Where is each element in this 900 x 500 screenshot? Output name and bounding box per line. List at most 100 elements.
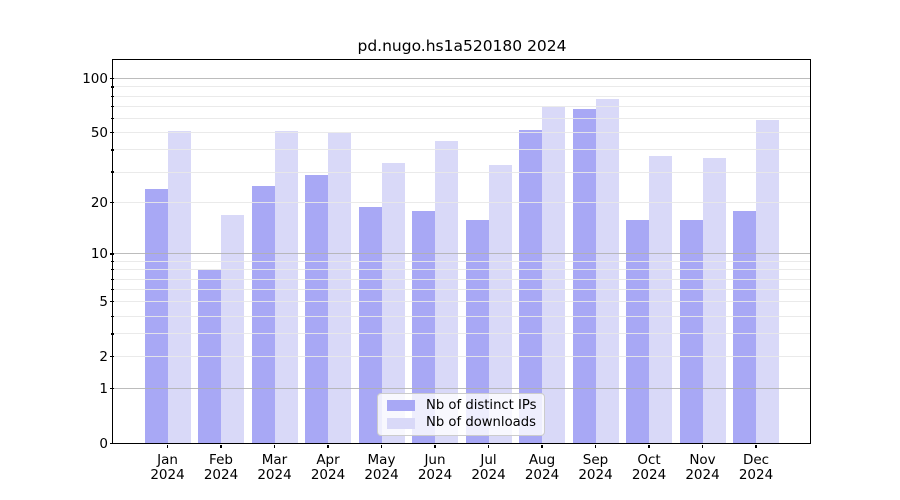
legend: Nb of distinct IPs Nb of downloads	[377, 393, 545, 436]
bar-downloads-aug	[542, 106, 565, 444]
gridline-2	[113, 356, 811, 358]
legend-item-downloads: Nb of downloads	[387, 415, 536, 431]
bar-downloads-jan	[167, 131, 191, 444]
y-tick-label-100: 100	[82, 70, 108, 87]
gridline-1	[113, 388, 811, 390]
bar-ips-sep	[572, 108, 596, 444]
chart-title: pd.nugo.hs1a520180 2024	[357, 37, 567, 55]
legend-label-downloads: Nb of downloads	[426, 415, 536, 431]
y-tick-label-10: 10	[90, 245, 108, 262]
x-tick-mark	[648, 444, 650, 448]
bar-ips-may	[358, 206, 382, 444]
y-minor-tick-mark	[111, 269, 114, 271]
y-minor-tick-mark	[111, 333, 114, 335]
gridline-100	[113, 78, 811, 80]
x-tick-mark	[434, 444, 436, 448]
gridline-90	[113, 86, 811, 88]
x-tick-mark	[380, 444, 383, 448]
x-tick-mark	[220, 444, 222, 448]
y-minor-tick-mark	[111, 315, 114, 317]
gridline-3	[113, 333, 811, 335]
y-tick-label-1: 1	[99, 380, 108, 397]
x-tick-label-dec: Dec 2024	[738, 451, 774, 483]
gridline-4	[113, 315, 811, 317]
y-tick-mark	[109, 388, 114, 390]
bar-ips-apr	[305, 174, 328, 444]
bar-downloads-feb	[221, 215, 244, 444]
bar-ips-mar	[251, 185, 275, 444]
y-minor-tick-mark	[111, 86, 114, 88]
bar-ips-dec	[733, 210, 756, 444]
gridline-8	[113, 269, 811, 271]
y-minor-tick-mark	[111, 105, 114, 108]
gridline-30	[113, 171, 811, 173]
legend-label-distinct-ips: Nb of distinct IPs	[426, 397, 537, 413]
y-minor-tick-mark	[111, 171, 114, 173]
bar-downloads-sep	[595, 99, 619, 444]
y-minor-tick-mark	[111, 95, 114, 97]
y-tick-label-5: 5	[99, 293, 108, 310]
x-tick-mark	[166, 444, 169, 448]
x-tick-label-jan: Jan 2024	[150, 451, 185, 483]
y-minor-tick-mark	[111, 149, 114, 151]
bar-downloads-oct	[649, 156, 672, 444]
bar-downloads-dec	[756, 119, 779, 444]
gridline-7	[113, 278, 811, 280]
x-tick-mark	[701, 444, 704, 448]
x-tick-mark	[273, 444, 276, 448]
y-tick-label-0: 0	[99, 435, 108, 452]
bar-ips-jun	[412, 210, 435, 444]
bar-ips-jul	[465, 219, 489, 444]
bar-downloads-jul	[488, 164, 512, 444]
gridline-60	[113, 118, 811, 120]
y-tick-mark	[109, 132, 114, 134]
x-tick-mark	[755, 444, 757, 448]
ips-swatch-icon	[387, 400, 415, 412]
gridline-9	[113, 261, 811, 262]
y-minor-tick-mark	[111, 117, 114, 120]
y-tick-mark	[109, 202, 114, 204]
x-tick-mark	[594, 444, 597, 448]
x-tick-label-sep: Sep 2024	[578, 451, 613, 483]
gridline-10	[113, 253, 811, 255]
downloads-swatch-icon	[387, 417, 415, 429]
gridline-50	[113, 132, 811, 134]
y-tick-label-20: 20	[90, 194, 108, 211]
gridline-40	[113, 149, 811, 151]
gridline-80	[113, 95, 811, 97]
y-tick-mark	[109, 253, 114, 255]
bar-downloads-mar	[274, 131, 298, 444]
bar-ips-oct	[626, 219, 649, 444]
legend-item-distinct-ips: Nb of distinct IPs	[387, 397, 537, 414]
bar-downloads-apr	[328, 132, 351, 444]
x-tick-mark	[541, 444, 543, 448]
gridline-20	[113, 202, 811, 204]
bar-ips-aug	[519, 129, 542, 444]
y-tick-mark	[109, 442, 114, 445]
bar-downloads-nov	[702, 158, 726, 444]
bar-downloads-may	[381, 162, 405, 444]
bar-downloads-jun	[435, 140, 458, 444]
x-tick-label-jul: Jul 2024	[471, 451, 506, 483]
y-tick-mark	[109, 78, 114, 80]
x-tick-label-apr: Apr 2024	[310, 451, 346, 483]
x-tick-label-feb: Feb 2024	[203, 451, 239, 483]
x-tick-mark	[327, 444, 329, 448]
gridline-6	[113, 289, 811, 291]
y-minor-tick-mark	[111, 289, 114, 291]
x-tick-label-aug: Aug 2024	[524, 451, 560, 483]
plot-area	[113, 60, 811, 444]
y-tick-label-2: 2	[99, 348, 108, 365]
y-minor-tick-mark	[111, 278, 114, 280]
y-tick-mark	[109, 356, 114, 358]
x-tick-label-oct: Oct 2024	[631, 451, 667, 483]
gridline-5	[113, 301, 811, 303]
bar-ips-nov	[679, 219, 703, 444]
y-tick-mark	[109, 301, 114, 303]
x-tick-label-mar: Mar 2024	[257, 451, 292, 483]
x-tick-mark	[487, 444, 490, 448]
x-tick-label-may: May 2024	[364, 451, 399, 483]
y-tick-label-50: 50	[90, 124, 108, 141]
gridline-70	[113, 106, 811, 108]
